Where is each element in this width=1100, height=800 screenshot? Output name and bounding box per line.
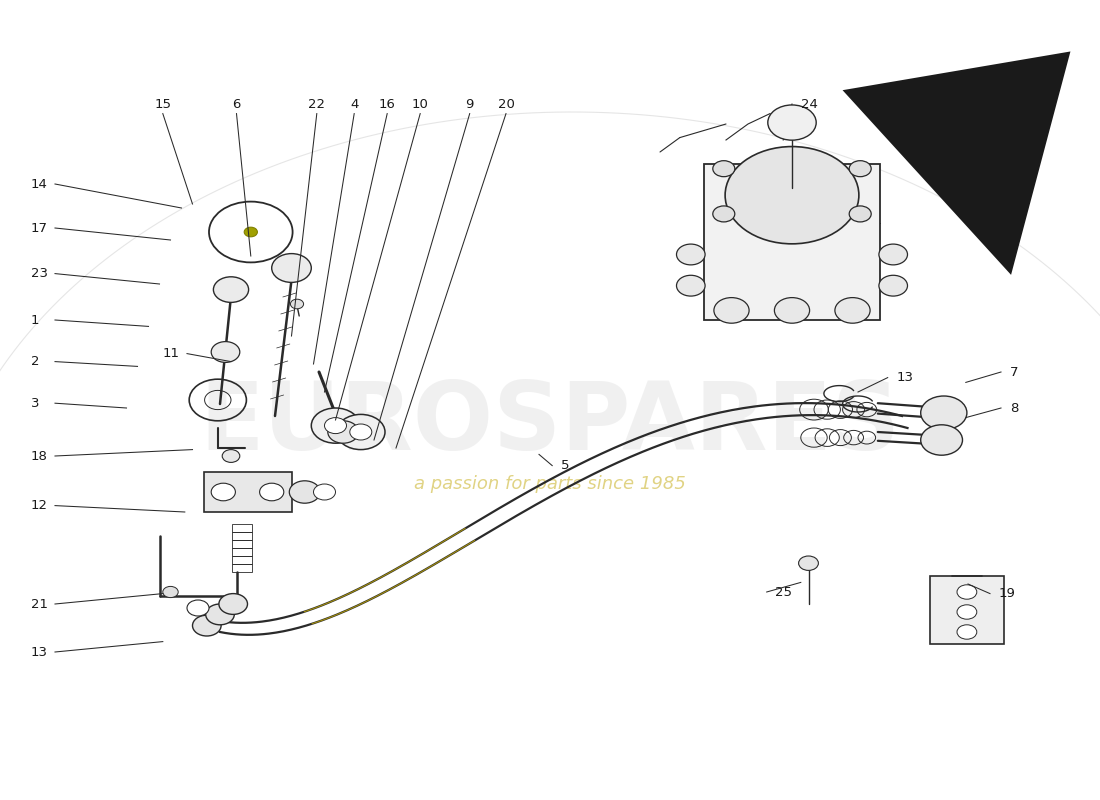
Circle shape — [957, 625, 977, 639]
Text: 16: 16 — [378, 98, 396, 110]
Circle shape — [328, 421, 359, 443]
Text: 6: 6 — [232, 98, 241, 110]
Text: 9: 9 — [465, 98, 474, 110]
Circle shape — [957, 585, 977, 599]
Circle shape — [921, 425, 962, 455]
FancyBboxPatch shape — [204, 472, 292, 512]
Circle shape — [219, 594, 248, 614]
Text: 7: 7 — [1010, 366, 1019, 378]
Circle shape — [849, 161, 871, 177]
Circle shape — [211, 483, 235, 501]
Bar — [232, 564, 252, 572]
Circle shape — [835, 298, 870, 323]
Circle shape — [676, 275, 705, 296]
Circle shape — [209, 202, 293, 262]
Circle shape — [725, 146, 859, 244]
Circle shape — [187, 600, 209, 616]
Text: 3: 3 — [31, 397, 40, 410]
Circle shape — [713, 206, 735, 222]
Text: EUROSPARES: EUROSPARES — [199, 378, 901, 470]
Circle shape — [314, 484, 336, 500]
Text: 25: 25 — [776, 586, 792, 598]
Circle shape — [163, 586, 178, 598]
Circle shape — [206, 604, 234, 625]
Circle shape — [211, 342, 240, 362]
Text: 17: 17 — [31, 222, 47, 234]
Circle shape — [799, 556, 818, 570]
Text: 2: 2 — [31, 355, 40, 368]
Text: 21: 21 — [31, 598, 47, 610]
Circle shape — [768, 105, 816, 140]
Circle shape — [849, 206, 871, 222]
Text: 13: 13 — [896, 371, 913, 384]
Circle shape — [921, 396, 967, 430]
Bar — [232, 556, 252, 564]
Circle shape — [260, 483, 284, 501]
FancyBboxPatch shape — [930, 576, 1004, 644]
Circle shape — [213, 277, 249, 302]
Text: 1: 1 — [31, 314, 40, 326]
Circle shape — [713, 161, 735, 177]
Text: 11: 11 — [163, 347, 179, 360]
Text: 14: 14 — [31, 178, 47, 190]
Text: 22: 22 — [308, 98, 326, 110]
Circle shape — [311, 408, 360, 443]
FancyBboxPatch shape — [704, 164, 880, 320]
Bar — [232, 548, 252, 556]
Circle shape — [714, 298, 749, 323]
Circle shape — [676, 244, 705, 265]
Text: 12: 12 — [31, 499, 47, 512]
Text: 20: 20 — [497, 98, 515, 110]
Circle shape — [324, 418, 346, 434]
Text: 24: 24 — [801, 98, 817, 110]
Circle shape — [879, 244, 908, 265]
Text: 15: 15 — [154, 98, 172, 110]
Text: 10: 10 — [411, 98, 429, 110]
Circle shape — [879, 275, 908, 296]
Circle shape — [350, 424, 372, 440]
Circle shape — [957, 605, 977, 619]
Circle shape — [272, 254, 311, 282]
Bar — [232, 532, 252, 540]
Text: 4: 4 — [350, 98, 359, 110]
Circle shape — [244, 227, 257, 237]
Circle shape — [290, 299, 304, 309]
Circle shape — [222, 450, 240, 462]
Text: 8: 8 — [1010, 402, 1019, 414]
Text: 18: 18 — [31, 450, 47, 462]
Circle shape — [337, 414, 385, 450]
Text: 5: 5 — [561, 459, 570, 472]
Text: a passion for parts since 1985: a passion for parts since 1985 — [414, 475, 686, 493]
Text: 19: 19 — [999, 587, 1015, 600]
Text: 23: 23 — [31, 267, 47, 280]
Bar — [232, 524, 252, 532]
Circle shape — [192, 615, 221, 636]
Circle shape — [289, 481, 320, 503]
Text: 13: 13 — [31, 646, 47, 658]
Circle shape — [774, 298, 810, 323]
Bar — [232, 540, 252, 548]
